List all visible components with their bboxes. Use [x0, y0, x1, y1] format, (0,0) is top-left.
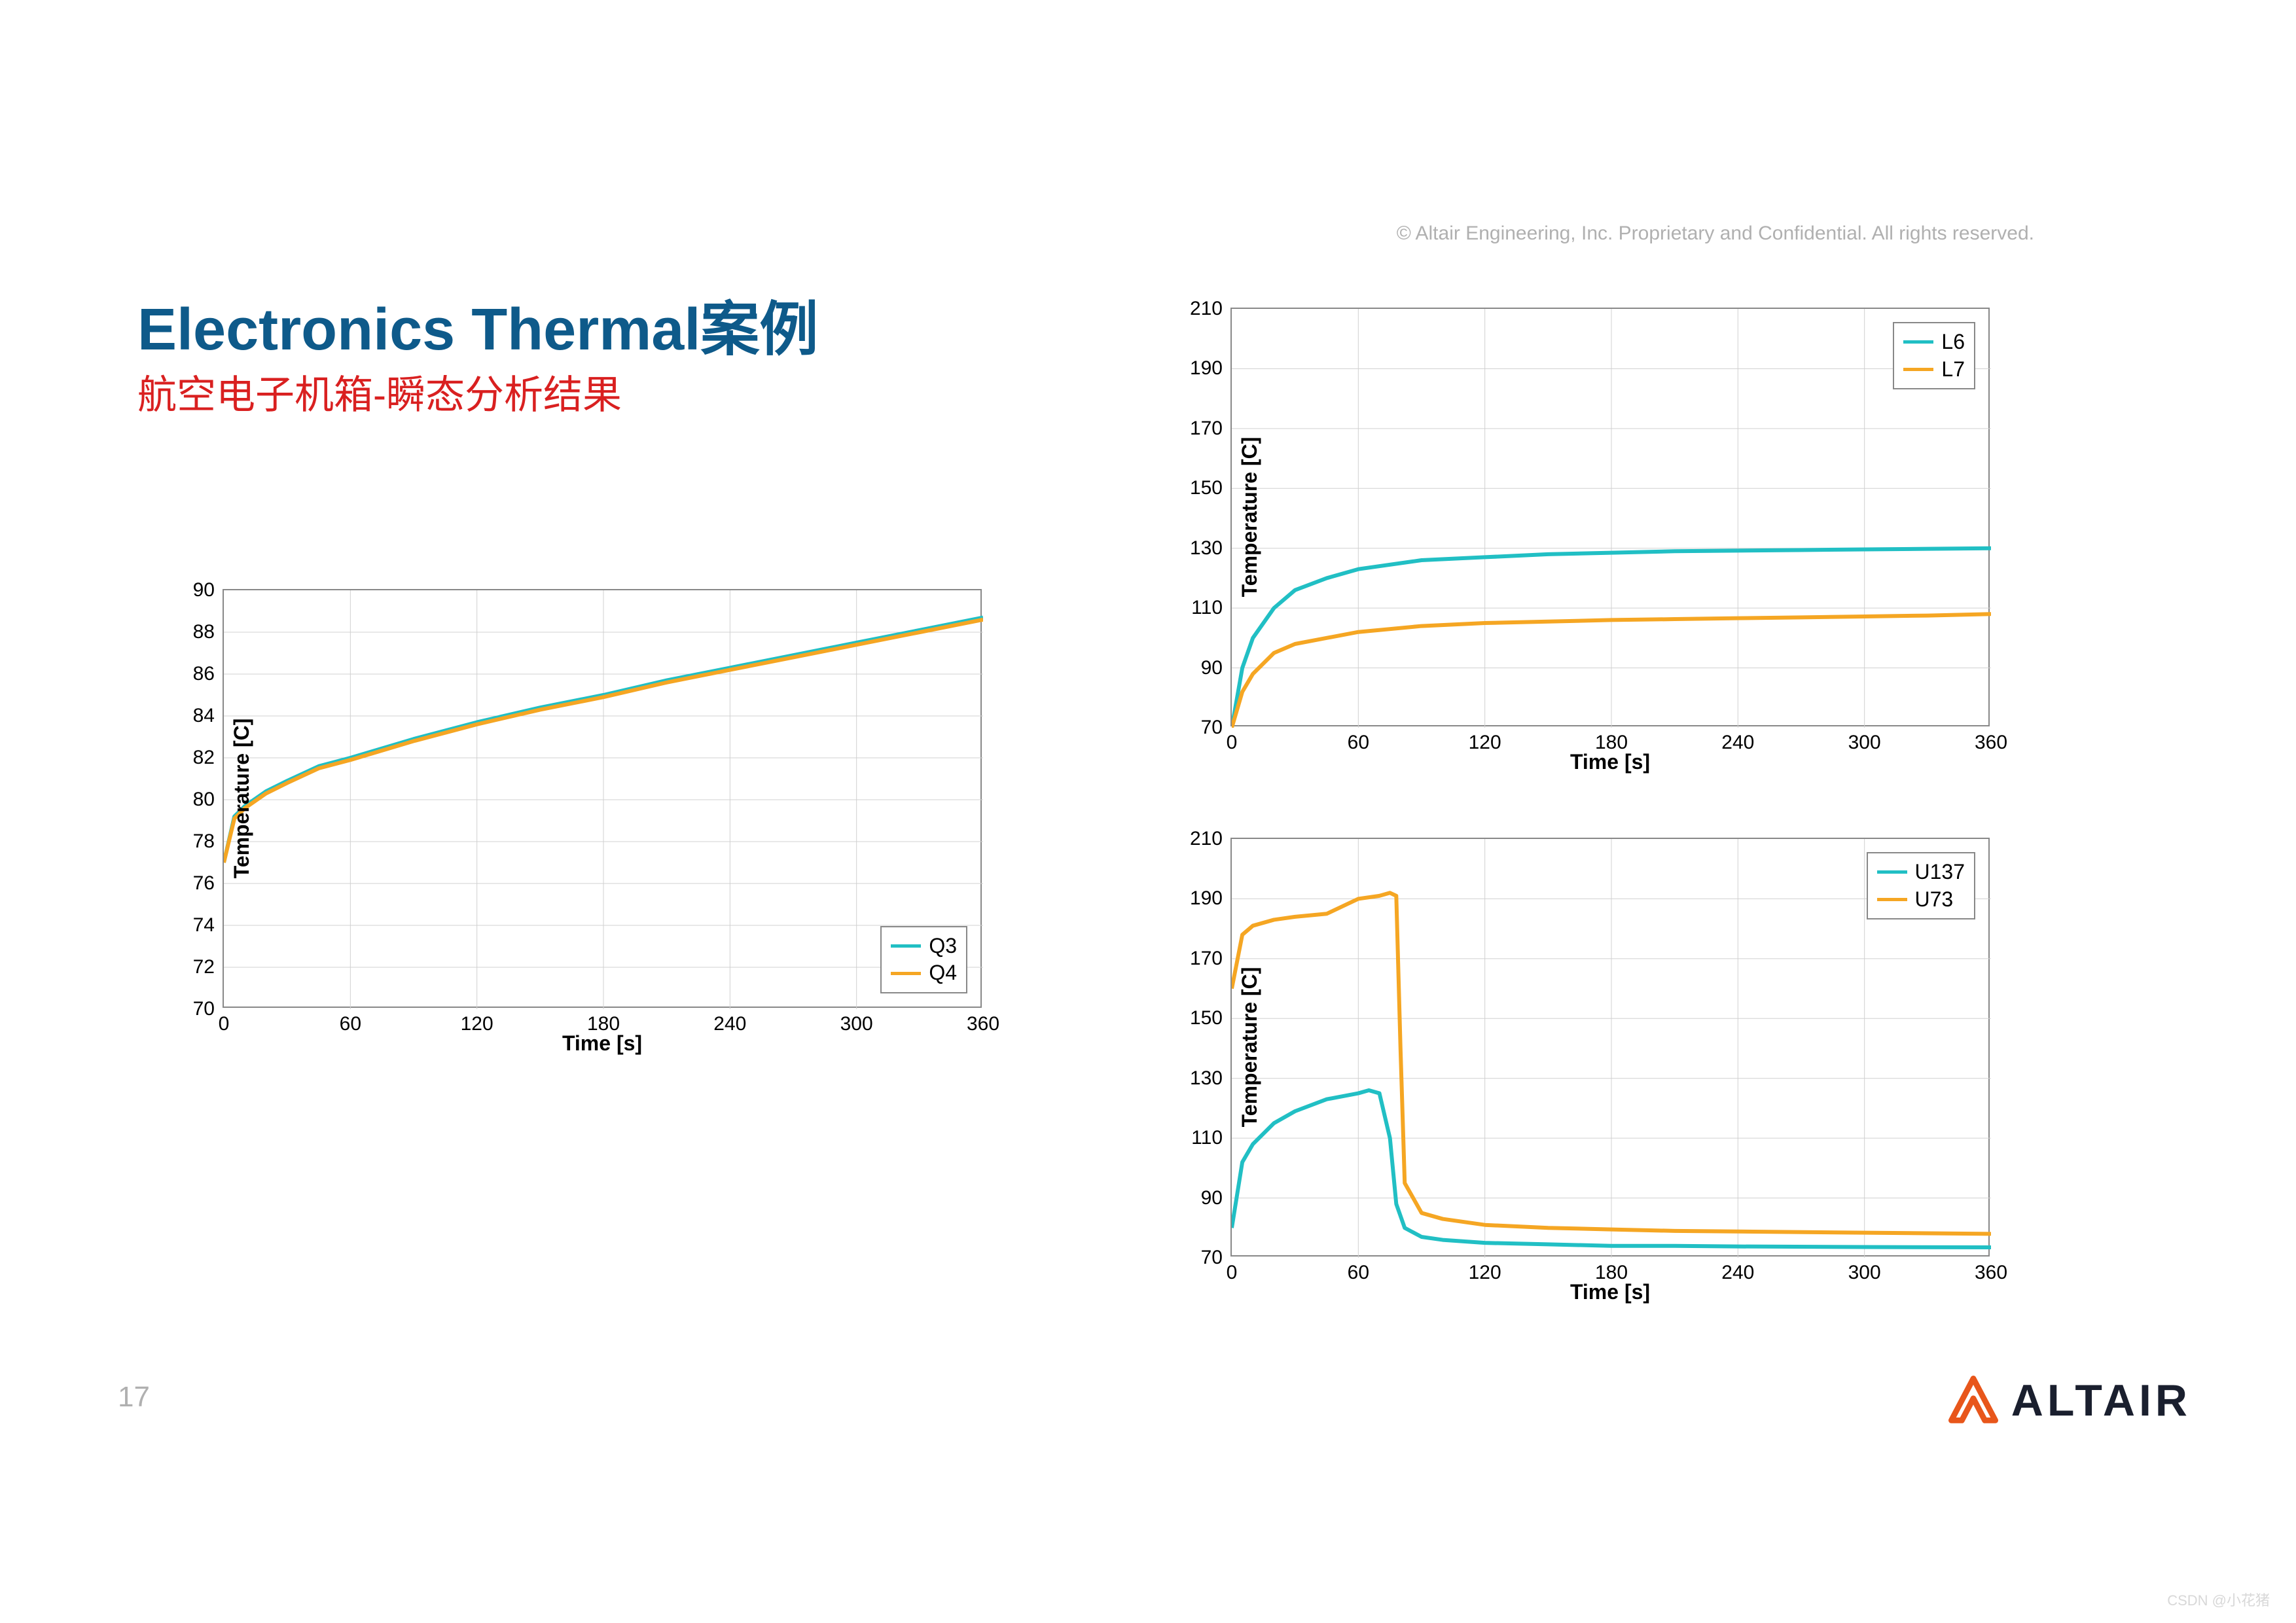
ytick-label: 74 — [193, 914, 224, 936]
chart-u137-u73: 7090110130150170190210060120180240300360… — [1230, 838, 1990, 1257]
watermark: CSDN @小花猪 — [2167, 1589, 2270, 1610]
xtick-label: 300 — [1848, 725, 1881, 754]
altair-logo: ALTAIR — [1947, 1374, 2191, 1427]
ytick-label: 82 — [193, 747, 224, 769]
xtick-label: 120 — [1469, 725, 1501, 754]
legend-label: Q4 — [929, 959, 957, 987]
ytick-label: 210 — [1190, 828, 1232, 850]
altair-logo-text: ALTAIR — [2011, 1375, 2191, 1426]
x-axis-label: Time [s] — [1570, 1280, 1650, 1304]
legend-item: Q4 — [891, 959, 957, 987]
legend-label: L7 — [1941, 356, 1965, 383]
x-axis-label: Time [s] — [562, 1031, 642, 1056]
legend: U137U73 — [1867, 852, 1976, 919]
xtick-label: 120 — [1469, 1255, 1501, 1284]
legend: Q3Q4 — [880, 926, 967, 993]
x-axis-label: Time [s] — [1570, 750, 1650, 774]
slide-subtitle: 航空电子机箱-瞬态分析结果 — [137, 363, 622, 420]
altair-logo-icon — [1947, 1374, 2000, 1427]
ytick-label: 72 — [193, 956, 224, 978]
ytick-label: 170 — [1190, 948, 1232, 970]
xtick-label: 60 — [1348, 1255, 1369, 1284]
xtick-label: 240 — [1721, 1255, 1754, 1284]
y-axis-label: Temperature [C] — [1238, 967, 1262, 1128]
legend: L6L7 — [1893, 322, 1975, 389]
xtick-label: 240 — [713, 1007, 746, 1035]
xtick-label: 300 — [840, 1007, 873, 1035]
ytick-label: 90 — [1201, 1187, 1232, 1209]
legend-swatch — [1903, 340, 1933, 344]
xtick-label: 360 — [1975, 725, 2007, 754]
ytick-label: 88 — [193, 621, 224, 643]
xtick-label: 0 — [1227, 725, 1238, 754]
legend-swatch — [1903, 368, 1933, 371]
xtick-label: 0 — [1227, 1255, 1238, 1284]
legend-label: Q3 — [929, 933, 957, 960]
chart-svg — [1232, 309, 1991, 728]
legend-label: U73 — [1915, 886, 1954, 914]
xtick-label: 300 — [1848, 1255, 1881, 1284]
ytick-label: 210 — [1190, 298, 1232, 320]
ytick-label: 130 — [1190, 537, 1232, 560]
legend-swatch — [1877, 870, 1907, 874]
ytick-label: 190 — [1190, 357, 1232, 380]
ytick-label: 80 — [193, 789, 224, 811]
ytick-label: 84 — [193, 705, 224, 727]
legend-swatch — [891, 944, 921, 948]
legend-item: L6 — [1903, 329, 1965, 356]
legend-swatch — [891, 972, 921, 975]
xtick-label: 0 — [219, 1007, 230, 1035]
xtick-label: 120 — [461, 1007, 493, 1035]
ytick-label: 110 — [1191, 597, 1232, 619]
legend-item: Q3 — [891, 933, 957, 960]
xtick-label: 60 — [340, 1007, 361, 1035]
page-number: 17 — [118, 1381, 150, 1414]
legend-item: L7 — [1903, 356, 1965, 383]
ytick-label: 90 — [1201, 657, 1232, 679]
copyright-text: © Altair Engineering, Inc. Proprietary a… — [1397, 223, 2034, 245]
legend-label: U137 — [1915, 859, 1965, 886]
ytick-label: 130 — [1190, 1067, 1232, 1090]
ytick-label: 76 — [193, 872, 224, 895]
xtick-label: 60 — [1348, 725, 1369, 754]
xtick-label: 360 — [967, 1007, 999, 1035]
xtick-label: 360 — [1975, 1255, 2007, 1284]
ytick-label: 110 — [1191, 1127, 1232, 1149]
ytick-label: 150 — [1190, 1007, 1232, 1029]
y-axis-label: Temperature [C] — [1238, 437, 1262, 597]
xtick-label: 240 — [1721, 725, 1754, 754]
chart-l6-l7: 7090110130150170190210060120180240300360… — [1230, 308, 1990, 726]
legend-swatch — [1877, 898, 1907, 901]
ytick-label: 90 — [193, 579, 224, 601]
chart-svg — [224, 590, 983, 1009]
ytick-label: 86 — [193, 663, 224, 685]
legend-label: L6 — [1941, 329, 1965, 356]
ytick-label: 190 — [1190, 887, 1232, 910]
ytick-label: 78 — [193, 830, 224, 853]
y-axis-label: Temperature [C] — [230, 719, 254, 879]
legend-item: U73 — [1877, 886, 1965, 914]
chart-q3-q4: 7072747678808284868890060120180240300360… — [223, 589, 982, 1008]
ytick-label: 170 — [1190, 418, 1232, 440]
ytick-label: 150 — [1190, 477, 1232, 499]
legend-item: U137 — [1877, 859, 1965, 886]
slide-title: Electronics Thermal案例 — [137, 281, 818, 366]
